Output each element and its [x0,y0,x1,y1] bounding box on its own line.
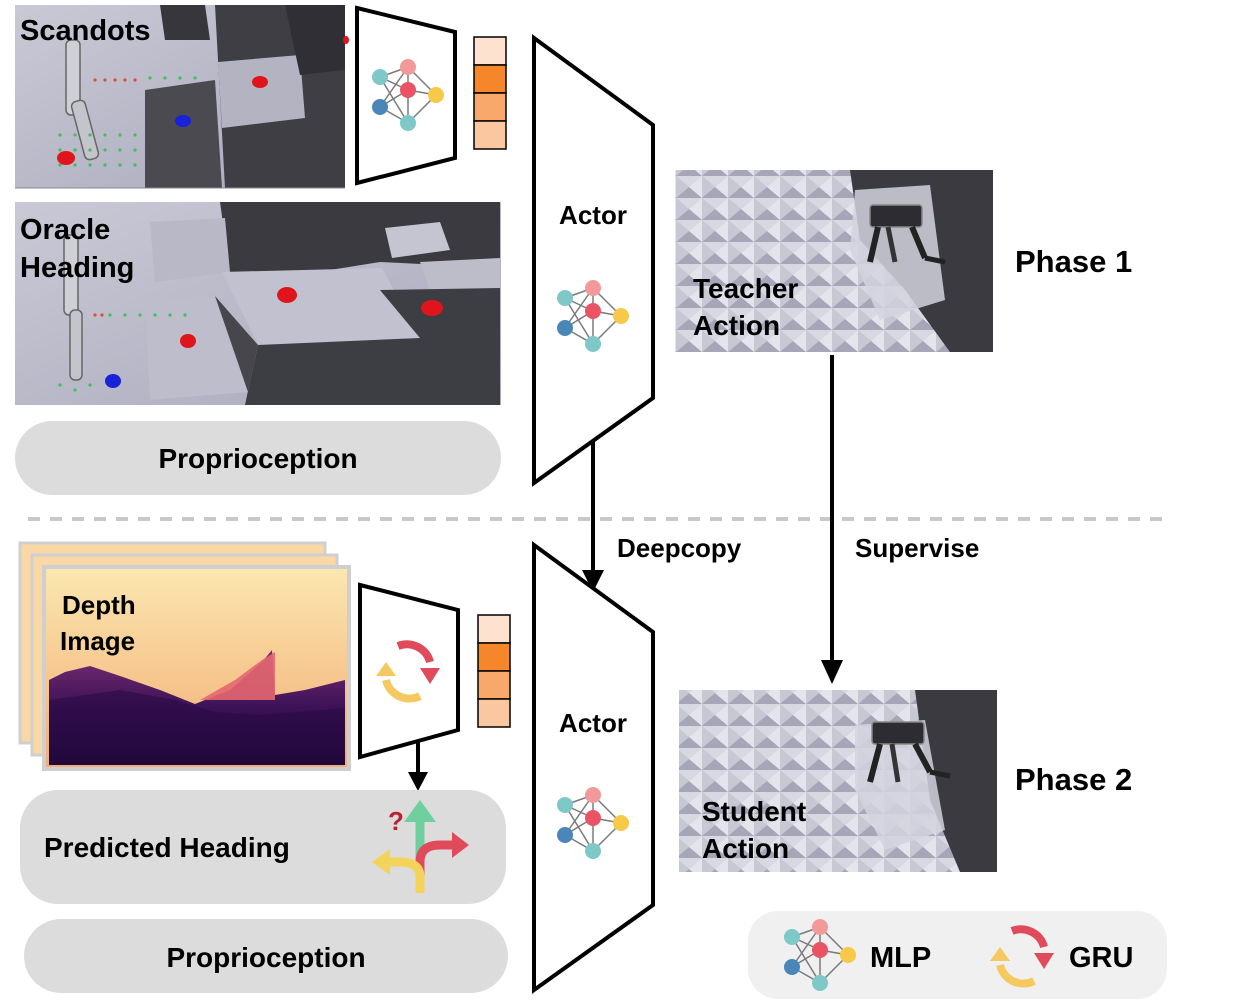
phase2-label: Phase 2 [1015,762,1132,797]
depth-label-line2: Image [60,626,135,656]
scandot-red [180,334,196,348]
legend-panel [748,911,1167,999]
depth-label-line1: Depth [62,590,136,620]
mlp-icon [557,787,629,859]
actor-network-phase1 [532,34,655,487]
teacher-label-line1: Teacher [693,273,798,304]
deepcopy-label: Deepcopy [617,533,742,563]
predicted-heading-label: Predicted Heading [44,832,290,863]
proprioception-label: Proprioception [166,942,365,973]
question-mark: ? [388,806,404,836]
student-action-image [679,690,997,872]
legend-mlp-label: MLP [870,942,931,974]
oracle-label-line2: Heading [20,252,134,284]
teacher-label-line2: Action [693,310,780,341]
student-label-line1: Student [702,796,806,827]
predicted-heading-panel [20,790,506,904]
heading-directions-icon [372,800,469,893]
mlp-icon [372,59,444,131]
latent-feature-vector [473,36,507,150]
scandots-label: Scandots [20,15,151,47]
depth-image-stack [18,541,351,771]
latent-feature-vector [477,614,511,728]
depth-encoder [358,582,460,760]
legend-gru-icon [990,925,1054,988]
proprioception-panel [24,919,508,993]
actor-label: Actor [559,200,627,230]
legend-gru-label: GRU [1069,942,1133,974]
scandot-red [277,287,297,303]
legend-mlp-icon [784,919,856,991]
actor-label: Actor [559,708,627,738]
scandot-blue [175,115,191,127]
oracle-heading-image [15,202,501,405]
supervise-label: Supervise [855,533,979,563]
phase1-label: Phase 1 [1015,244,1132,279]
scandots-image [15,5,349,189]
scandot-red [252,76,268,88]
proprioception-panel [15,421,501,495]
teacher-action-image [675,170,993,352]
oracle-label-line1: Oracle [20,214,110,246]
gru-icon [376,640,440,703]
scandot-red [57,151,75,165]
mlp-icon [557,280,629,352]
proprioception-label: Proprioception [158,443,357,474]
student-label-line2: Action [702,833,789,864]
actor-network-phase2 [532,541,655,994]
scandot-blue [105,374,121,388]
scandot-red [421,300,443,316]
